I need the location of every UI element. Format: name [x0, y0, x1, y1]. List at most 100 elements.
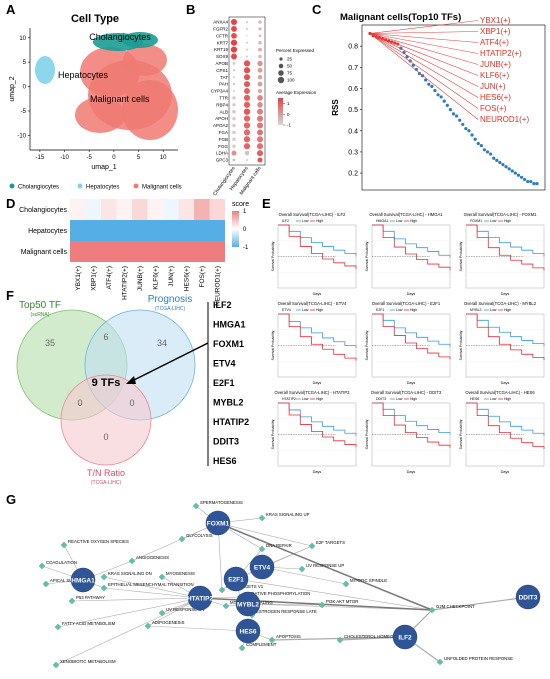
rss-point	[433, 88, 437, 93]
heat-cell	[85, 199, 101, 220]
y-axis-label: Survival Probability	[271, 241, 275, 271]
edge	[131, 522, 219, 562]
gene-label: PAH	[219, 82, 228, 87]
tf-label: HES6(+)	[480, 93, 511, 102]
dot	[231, 150, 237, 156]
heat-cell	[101, 199, 117, 220]
tf-node-label: ILF2	[398, 635, 412, 642]
heat-cell	[132, 220, 148, 241]
cluster-label: Malignant cells	[90, 94, 150, 104]
heat-cell	[70, 199, 86, 220]
pathway-label: MYOGENESIS	[166, 571, 195, 576]
rss-point	[442, 99, 446, 103]
tf-node	[205, 510, 231, 536]
tf-node	[70, 567, 96, 593]
km-title: Overall Survival(TCGA-LIHC) - HMGA1	[369, 212, 443, 217]
rss-point	[458, 118, 462, 122]
x-axis-label: Days	[313, 381, 322, 385]
rss-point	[445, 103, 449, 107]
pathway-node	[192, 502, 200, 510]
set-label: Top50 TF	[19, 300, 61, 311]
dot	[232, 109, 236, 114]
pathway-label: PI3K AKT MTOR	[326, 599, 358, 604]
arrow	[129, 342, 209, 383]
gene-label: SOX9	[216, 54, 229, 59]
x-axis-label: Days	[501, 381, 510, 385]
y-tick-label: 0.6	[348, 86, 358, 93]
pathway-node	[268, 636, 276, 644]
rss-point	[430, 84, 434, 88]
rss-point	[417, 72, 422, 76]
legend-swatch	[77, 183, 83, 189]
dot	[257, 102, 263, 108]
gene-label: FGB	[219, 137, 228, 142]
gene-label: ALB	[219, 109, 228, 114]
dot	[256, 122, 264, 129]
y-tick-label: 0.2	[348, 171, 358, 178]
panel-label: E	[262, 196, 271, 211]
tf-label: DDIT3	[213, 437, 239, 447]
gene-label: CFTR	[216, 33, 229, 38]
edge	[55, 597, 201, 666]
km-curve	[372, 224, 451, 271]
rss-point	[424, 78, 428, 82]
dot	[232, 123, 236, 128]
dot	[232, 69, 236, 72]
km-title: Overall Survival(TCGA-LIHC) - HTATIP2	[275, 390, 351, 395]
dot	[256, 115, 264, 122]
label-connector	[369, 31, 479, 34]
rss-point	[510, 169, 514, 173]
tf-node-label: HMGA1	[71, 578, 95, 585]
dot	[232, 103, 236, 107]
dot	[258, 27, 262, 31]
panel-title: Malignant cells(Top10 TFs)	[340, 12, 461, 23]
x-axis-label: Days	[501, 292, 510, 296]
edge	[431, 596, 529, 611]
heat-cell	[209, 199, 225, 220]
y-tick-label: 0.8	[348, 44, 358, 51]
set-label: T/N Ratio	[87, 468, 125, 478]
pathway-label: COMPLEMENT	[246, 642, 277, 647]
legend-dot	[279, 57, 283, 61]
dot	[257, 95, 263, 101]
dot	[258, 20, 262, 24]
dot	[245, 55, 249, 58]
heat-cell	[85, 220, 101, 241]
panel-label: F	[6, 288, 14, 303]
edge	[235, 545, 313, 580]
legend-gene: ETV4	[282, 308, 291, 312]
dot	[231, 53, 237, 60]
gene-label: FGA	[219, 130, 228, 135]
edge	[103, 576, 201, 599]
pathway-label: APOPTOSIS	[276, 634, 301, 639]
heat-cell	[116, 199, 132, 220]
y-axis-label: Survival Probability	[271, 419, 275, 449]
dot	[256, 143, 264, 150]
pathway-label: REACTIVE OXYGEN SPECIES	[68, 539, 129, 544]
pathway-node	[258, 545, 266, 553]
dot	[257, 81, 263, 87]
legend-gene: HES6	[470, 397, 479, 401]
legend-label: High	[410, 308, 417, 312]
dot	[230, 46, 238, 53]
heat-cell	[116, 241, 132, 262]
pathway-node	[258, 514, 266, 522]
dot	[230, 39, 238, 46]
dot	[258, 47, 262, 52]
tf-node-label: ETV4	[254, 565, 271, 572]
dot	[257, 88, 263, 94]
legend-label: Low	[302, 308, 309, 312]
y-tick-label: 0	[23, 85, 27, 91]
row-label: Cholangiocytes	[19, 207, 67, 214]
x-axis-label: Days	[407, 381, 416, 385]
dot	[243, 74, 251, 81]
heat-cell	[70, 241, 86, 262]
rss-point	[436, 93, 440, 97]
heat-cell	[209, 241, 225, 262]
venn-center: 9 TFs	[92, 377, 121, 389]
dot	[243, 94, 251, 102]
dot	[245, 27, 249, 30]
dot	[258, 34, 262, 38]
gene-label: FGFR2	[213, 27, 228, 32]
km-title: Overall Survival(TCGA-LIHC) - ETV4	[278, 301, 348, 306]
